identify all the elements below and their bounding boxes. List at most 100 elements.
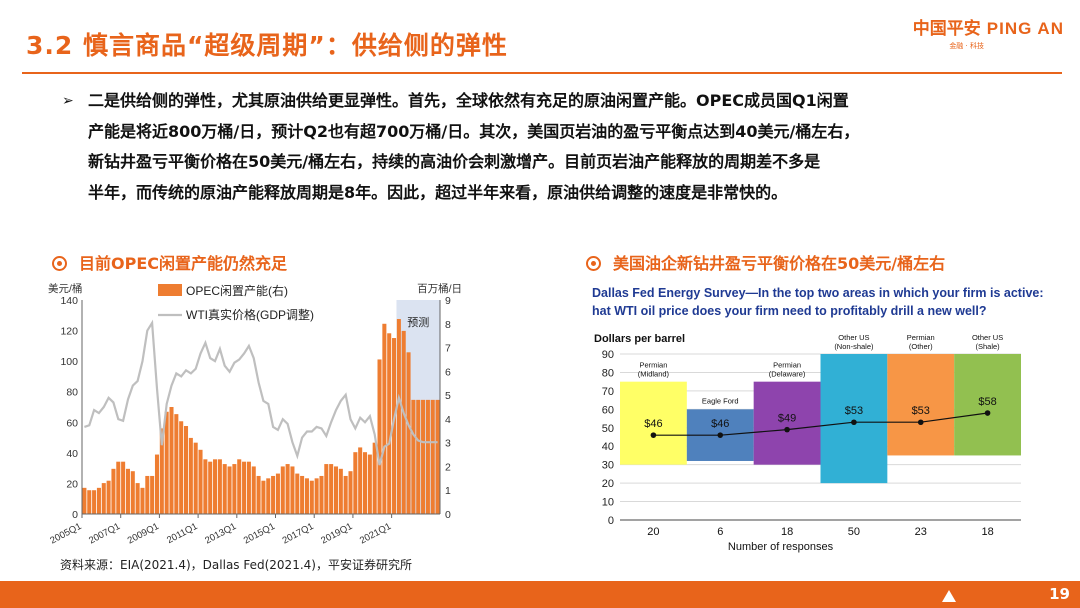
capacity-bar [372,442,377,514]
y-tick-label: 0 [608,515,614,527]
capacity-bar [193,442,198,514]
capacity-bar [314,478,319,514]
capacity-bar [266,478,271,514]
average-value-label: $58 [978,396,996,408]
capacity-bar [87,490,92,514]
capacity-bar [140,487,145,514]
dallas-fed-chart: Dallas Fed Energy Survey—In the top two … [592,286,1044,553]
capacity-bar [174,414,179,514]
x-tick-label: 2009Q1 [126,521,161,547]
capacity-bar [416,399,421,514]
target-bullet-icon [586,256,601,271]
y2-axis-label: 百万桶/日 [417,282,462,295]
capacity-bar [154,454,160,514]
y-tick-label: 140 [60,295,78,307]
x-axis-label: Number of responses [728,541,834,553]
capacity-bar [145,475,150,514]
y-tick-label: 120 [60,326,78,338]
y-axis-label: Dollars per barrel [594,333,685,345]
response-count: 6 [717,526,723,538]
average-value-label: $46 [711,418,729,430]
wti-price-line [84,319,438,466]
legend-label: OPEC闲置产能(右) [186,283,288,298]
x-tick-label: 2017Q1 [281,521,316,547]
capacity-bar [198,449,203,514]
capacity-bar [116,461,121,514]
ping-an-logo: 中国平安 PING AN 金融 · 科技 [913,14,1064,51]
category-label: Other US (Shale) [972,333,1003,351]
y-tick-label: 0 [72,509,78,521]
bullet-line: 半年，而传统的原油产能释放周期是8年。因此，超过半年来看，原油供给调整的速度是非… [88,182,788,202]
category-label: Permian (Delaware) [769,361,806,379]
bullet-line: 二是供给侧的弹性，尤其原油供给更显弹性。首先，全球依然有充足的原油闲置产能。OP… [88,91,849,110]
capacity-bar [246,461,251,514]
range-bar [820,354,888,484]
capacity-bar [256,475,261,514]
capacity-bar [242,461,247,514]
range-bar [954,354,1021,456]
capacity-bar [169,407,174,514]
category-label: Other US (Non-shale) [834,333,874,351]
capacity-bar [348,471,353,514]
category-label: Permian (Midland) [638,361,670,379]
legend-swatch-bar [158,284,182,296]
right-chart-heading: 美国油企新钻井盈亏平衡价格在50美元/桶左右 [586,250,945,274]
capacity-bar [261,480,266,514]
capacity-bar [150,475,155,514]
response-count: 18 [781,526,793,538]
category-label: Permian (Other) [907,333,935,351]
capacity-bar [130,471,135,514]
capacity-bar [319,475,324,514]
y-tick-label: 80 [66,387,78,399]
capacity-bar [396,319,401,514]
capacity-bar [333,466,339,514]
x-tick-label: 2007Q1 [87,521,122,547]
footer-bar [0,581,1080,608]
capacity-bar [203,459,208,514]
average-point [917,419,924,426]
y-tick-label: 20 [66,478,78,490]
average-value-label: $53 [912,405,930,417]
x-tick-label: 2015Q1 [242,521,277,547]
capacity-bar [237,459,242,514]
capacity-bar [285,464,290,514]
x-tick-label: 2005Q1 [48,521,83,547]
capacity-bar [101,483,106,514]
opec-capacity-chart: 预测 0 20 40 60 80 100 120 140 0 1 2 3 4 5 6 7 8 9 2005Q1 2007… [48,282,462,547]
x-tick-label: 2013Q1 [203,521,238,547]
capacity-bar [232,464,237,514]
y2-tick-label: 8 [445,319,451,331]
average-point [717,432,724,438]
main-bullet: ➢ 二是供给侧的弹性，尤其原油供给更显弹性。首先，全球依然有充足的原油闲置产能。… [62,86,1042,208]
capacity-bar [290,466,295,514]
y2-tick-label: 6 [445,366,451,378]
capacity-bar [329,464,334,514]
capacity-bar [135,483,140,514]
y2-tick-label: 9 [445,295,451,307]
capacity-bar [362,452,368,514]
capacity-bar [430,399,435,514]
capacity-bar [275,473,280,514]
chart-title-line: hat WTI oil price does your firm need to… [592,304,987,318]
capacity-bar [179,421,184,514]
x-tick-label: 2019Q1 [319,521,354,547]
capacity-bar [164,411,169,514]
capacity-bar [309,480,314,514]
capacity-bar [121,461,126,514]
logo-wordmark: 中国平安 PING AN [912,19,1064,39]
source-note: 资料来源：EIA(2021.4)，Dallas Fed(2021.4)，平安证券… [60,558,412,572]
capacity-bar [106,480,111,514]
capacity-bar [425,399,430,514]
y2-tick-label: 2 [445,461,451,473]
legend-label: WTI真实价格(GDP调整) [186,307,314,322]
capacity-bar [125,468,130,514]
capacity-bar [401,330,406,514]
average-value-label: $46 [644,418,662,430]
y-tick-label: 30 [602,460,614,472]
average-value-label: $53 [845,405,863,417]
response-count: 18 [981,526,993,538]
capacity-bar [159,428,164,514]
y-tick-label: 20 [602,478,614,490]
chart-title-line: Dallas Fed Energy Survey—In the top two … [592,286,1044,300]
triangle-icon [942,590,956,602]
